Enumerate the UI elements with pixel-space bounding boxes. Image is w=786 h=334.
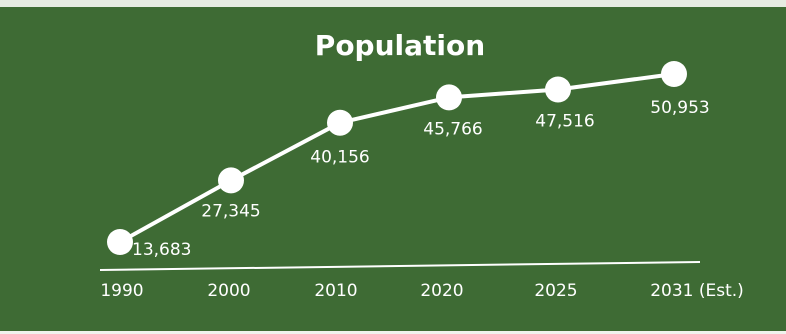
x-axis-line — [99, 261, 701, 271]
data-point — [545, 76, 571, 103]
data-label: 50,953 — [650, 98, 709, 118]
x-tick-label: 2000 — [207, 281, 250, 301]
x-tick-label: 2010 — [314, 281, 357, 301]
data-label: 40,156 — [310, 148, 369, 168]
chart-title: Population — [315, 29, 485, 62]
data-label: 27,345 — [201, 201, 260, 221]
x-tick-label: 2031 (Est.) — [650, 281, 744, 301]
x-tick-label: 1990 — [100, 281, 143, 301]
data-point — [327, 109, 353, 136]
x-tick-labels: 1990 2000 2010 2020 2025 2031 (Est.) — [100, 281, 743, 301]
data-point — [218, 167, 244, 194]
data-point — [661, 61, 687, 87]
data-point — [436, 84, 462, 111]
population-series-line — [118, 72, 676, 244]
data-points — [107, 61, 687, 255]
data-point — [107, 229, 133, 255]
data-label: 45,766 — [423, 119, 482, 139]
data-label: 47,516 — [535, 112, 594, 132]
x-tick-label: 2020 — [420, 281, 463, 301]
data-labels: 13,683 27,345 40,156 45,766 47,516 50,953 — [132, 98, 710, 260]
x-tick-label: 2025 — [534, 281, 577, 301]
data-label: 13,683 — [132, 240, 191, 260]
